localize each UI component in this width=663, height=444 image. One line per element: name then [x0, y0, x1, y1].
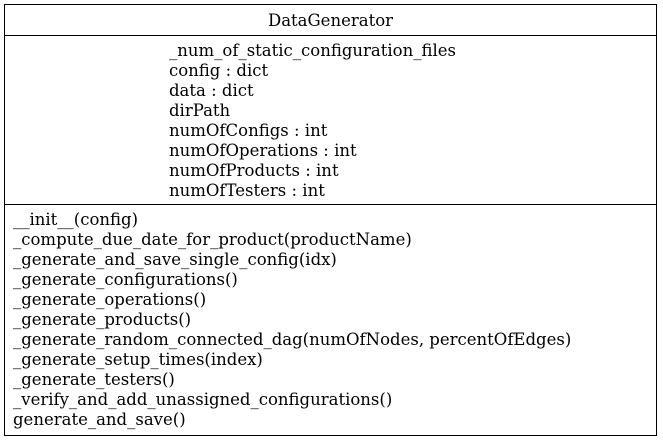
method-init: __init__(config)	[13, 210, 139, 229]
method-generate-and-save-single-config: _generate_and_save_single_config(idx)	[13, 250, 337, 269]
method-compute-due-date-for-product: _compute_due_date_for_product(productNam…	[13, 230, 412, 249]
method-generate-random-connected-dag: _generate_random_connected_dag(numOfNode…	[13, 330, 572, 349]
method-generate-products: _generate_products()	[13, 310, 192, 329]
method-generate-and-save: generate_and_save()	[13, 410, 186, 429]
method-verify-and-add-unassigned-configurations: _verify_and_add_unassigned_configuration…	[13, 390, 393, 409]
attribute-data: data : dict	[169, 81, 254, 100]
class-name: DataGenerator	[267, 10, 394, 30]
attribute-config: config : dict	[169, 61, 269, 80]
method-generate-testers: _generate_testers()	[13, 370, 175, 389]
attribute-num-of-operations: numOfOperations : int	[169, 141, 357, 160]
class-name-compartment: DataGenerator	[5, 5, 656, 36]
method-generate-setup-times: _generate_setup_times(index)	[13, 350, 263, 369]
attribute-dirpath: dirPath	[169, 101, 231, 120]
attribute-num-of-products: numOfProducts : int	[169, 161, 339, 180]
method-generate-configurations: _generate_configurations()	[13, 270, 238, 289]
method-generate-operations: _generate_operations()	[13, 290, 207, 309]
methods-compartment: __init__(config) _compute_due_date_for_p…	[5, 205, 656, 435]
attributes-compartment: _num_of_static_configuration_files confi…	[5, 36, 656, 205]
attribute-num-of-static-configuration-files: _num_of_static_configuration_files	[169, 41, 456, 60]
attribute-num-of-configs: numOfConfigs : int	[169, 121, 328, 140]
attribute-num-of-testers: numOfTesters : int	[169, 181, 325, 200]
uml-class-box: DataGenerator _num_of_static_configurati…	[4, 4, 657, 436]
